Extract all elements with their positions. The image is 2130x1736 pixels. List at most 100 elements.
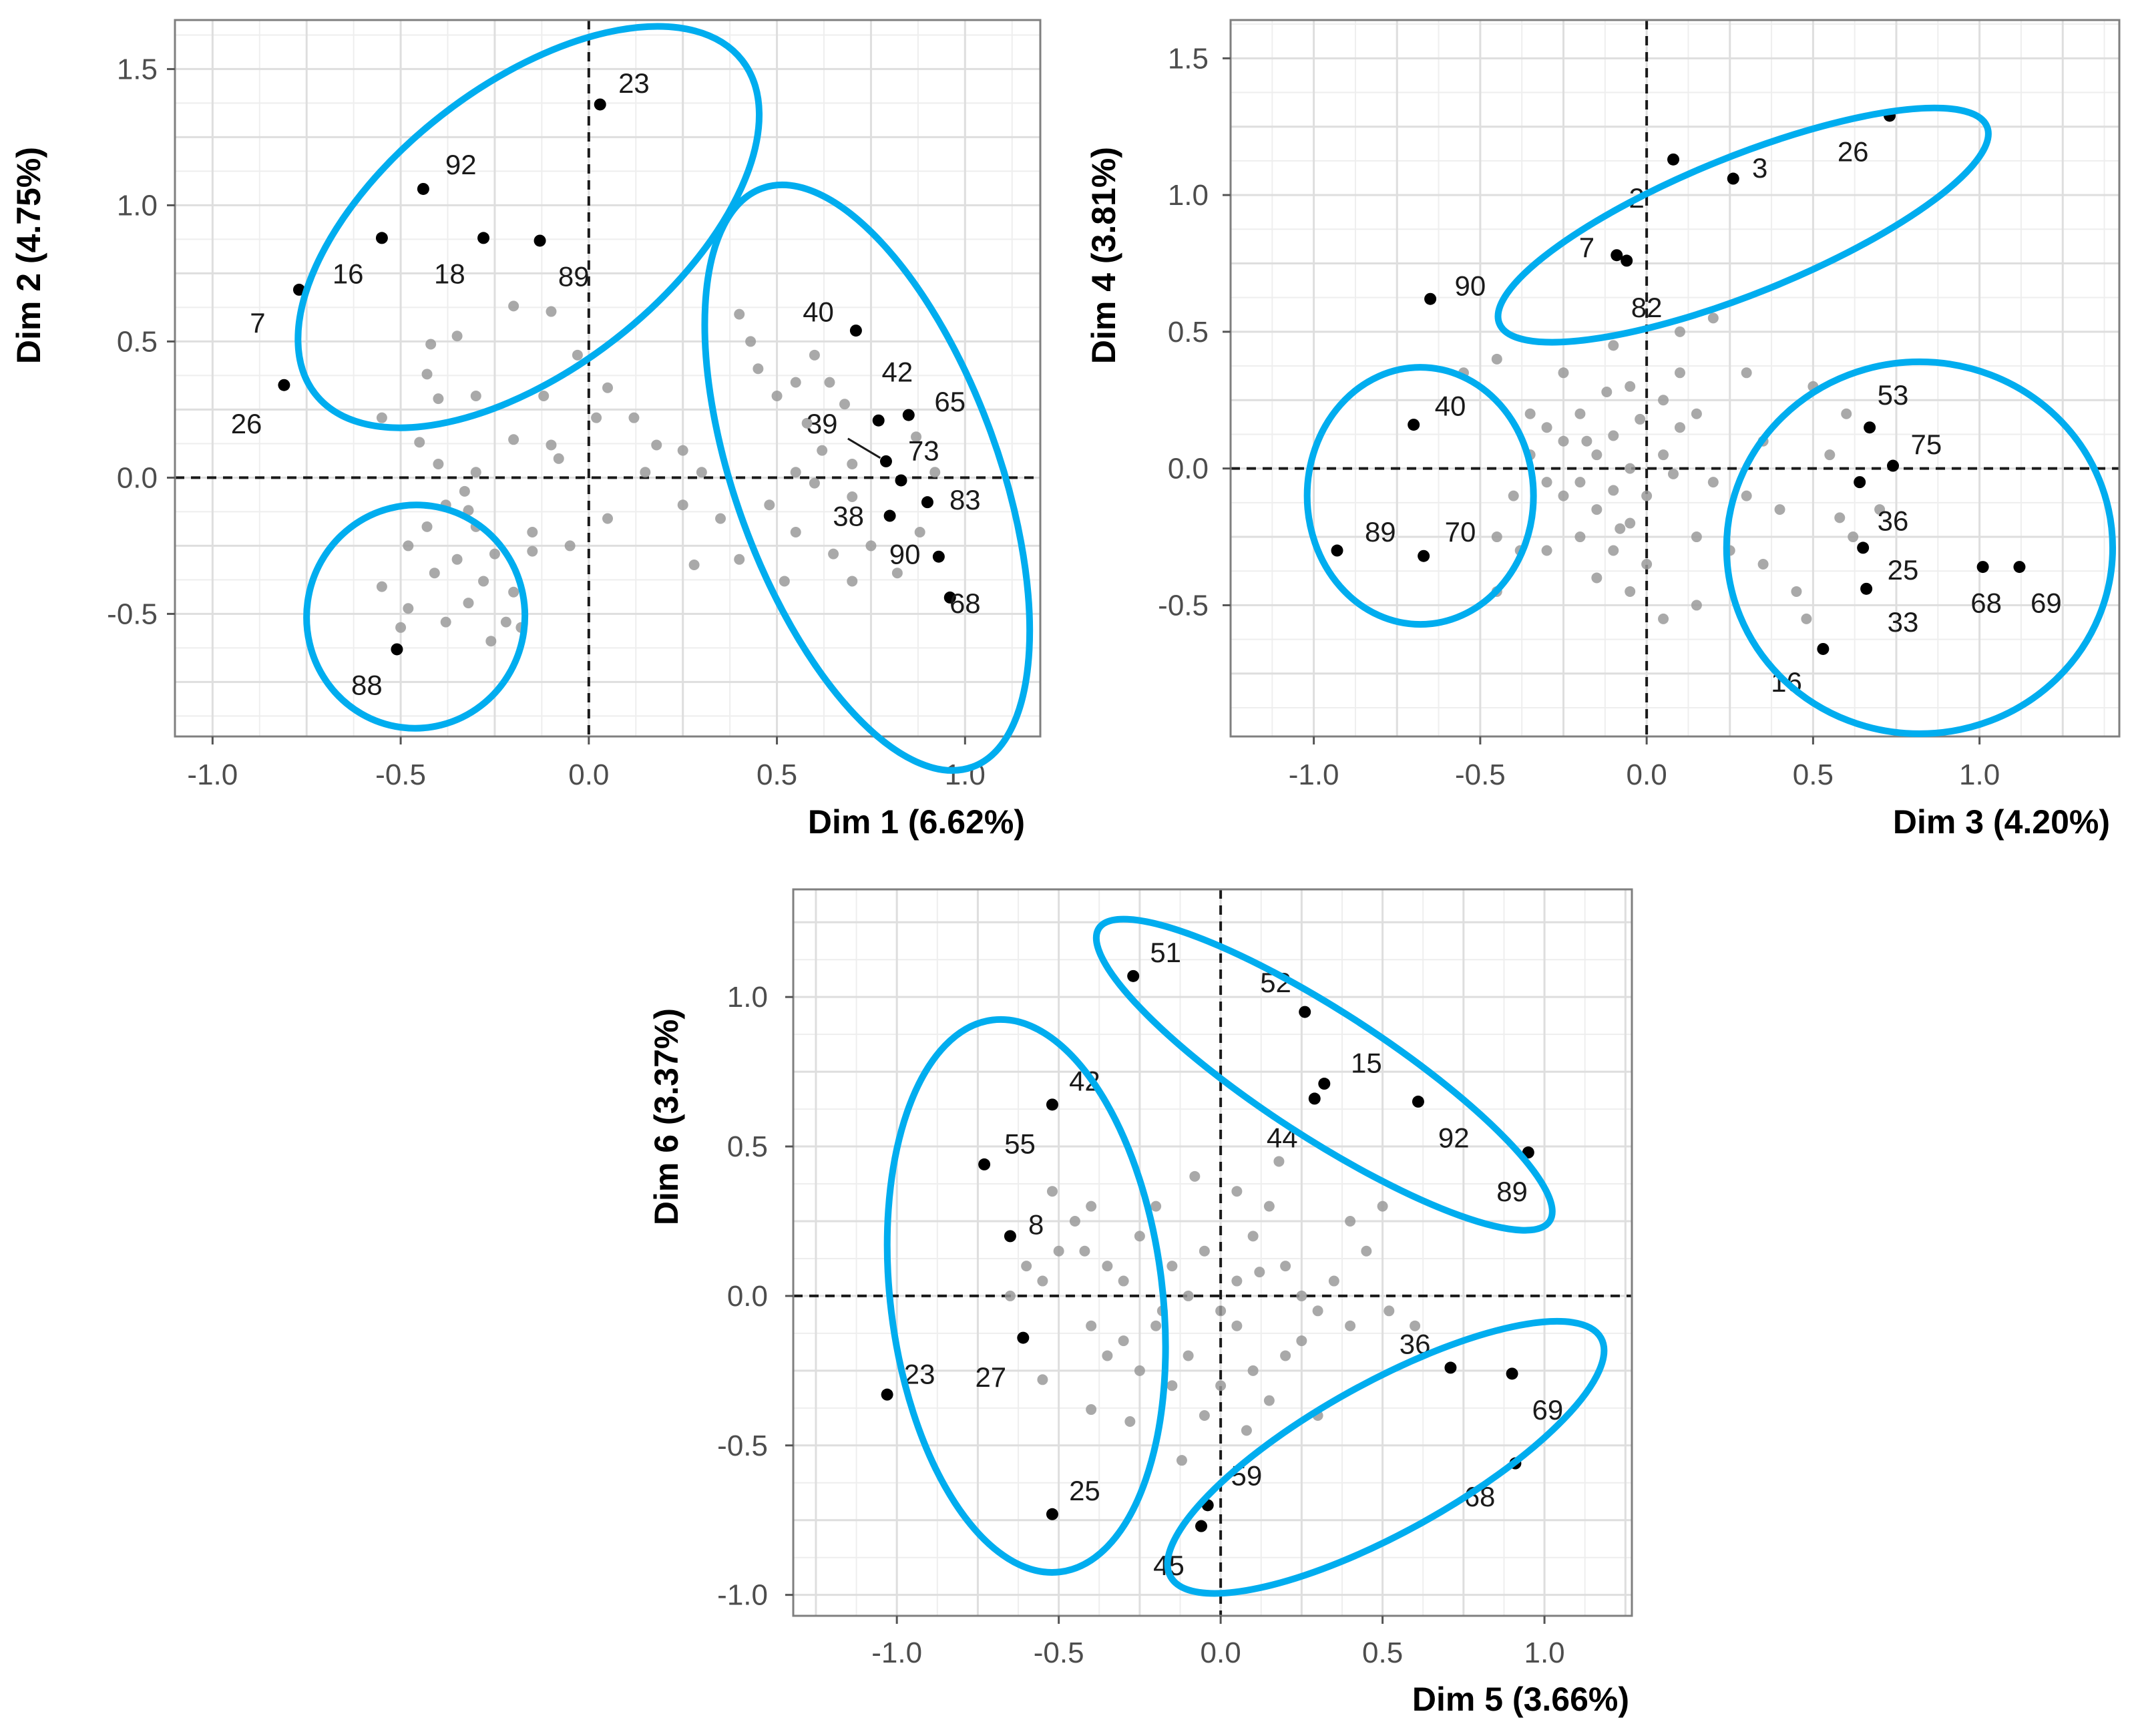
y-tick-label: 1.0 [1168, 179, 1209, 212]
point-label: 40 [1435, 390, 1466, 421]
point-label: 53 [1878, 379, 1909, 411]
grey-point [1176, 1455, 1187, 1466]
point-label: 25 [1069, 1475, 1100, 1506]
grey-point [779, 576, 790, 587]
grey-point [376, 412, 387, 423]
grey-point [1635, 413, 1646, 425]
point-label: 26 [1838, 136, 1869, 168]
grey-point [1102, 1350, 1113, 1361]
point-label: 73 [908, 435, 939, 467]
grey-point [433, 459, 444, 470]
point-label: 23 [904, 1358, 935, 1389]
grey-point [433, 393, 444, 405]
point-label: 25 [1888, 554, 1919, 586]
grey-point [602, 382, 613, 393]
grey-point [790, 467, 801, 478]
grey-point [1263, 1395, 1275, 1406]
grey-point [1608, 485, 1619, 496]
point-label: 70 [1445, 516, 1476, 548]
point-label: 51 [1150, 937, 1181, 968]
grey-point [1791, 586, 1802, 597]
grey-point [1668, 468, 1679, 479]
grey-point [1150, 1201, 1162, 1212]
x-tick-label: 0.0 [1627, 758, 1667, 791]
grey-point [1574, 477, 1586, 488]
grey-point [911, 431, 922, 443]
grey-point [1079, 1245, 1090, 1257]
grey-point [1004, 1290, 1016, 1301]
grey-point [1150, 1320, 1162, 1331]
grey-point [1541, 545, 1552, 556]
grey-point [1231, 1186, 1243, 1197]
grey-point [1134, 1365, 1145, 1376]
highlight-point [534, 234, 546, 247]
highlight-point [879, 455, 892, 467]
grey-point [1741, 490, 1752, 501]
panel-border [174, 19, 1042, 738]
grey-point [809, 477, 820, 489]
highlight-point [1318, 1078, 1331, 1090]
point-label: 39 [807, 408, 838, 439]
point-label: 88 [351, 669, 383, 700]
grey-point [546, 306, 557, 317]
grey-point [1591, 504, 1603, 515]
highlight-point [417, 182, 429, 195]
grey-point [839, 399, 850, 410]
point-label: 8 [1028, 1209, 1044, 1240]
grey-point [929, 467, 941, 478]
grey-point [1591, 449, 1603, 461]
grey-point [1707, 477, 1719, 488]
grey-point [1053, 1245, 1064, 1257]
grey-point [1574, 408, 1586, 419]
grey-point [470, 467, 481, 478]
grey-point [463, 505, 474, 516]
grey-point [1608, 545, 1619, 556]
grey-point [1183, 1290, 1194, 1301]
grey-point [891, 568, 903, 579]
grey-point [470, 391, 481, 402]
grey-point [1241, 1425, 1252, 1436]
grey-point [425, 339, 437, 350]
grey-point [1166, 1380, 1178, 1391]
y-tick-label: 0.0 [727, 1280, 768, 1313]
highlight-point [943, 591, 956, 604]
grey-point [1658, 613, 1669, 624]
x-tick-label: 0.0 [568, 758, 609, 791]
grey-point [553, 453, 564, 464]
grey-point [1102, 1261, 1113, 1272]
grey-point [753, 363, 764, 375]
grey-point [1086, 1404, 1097, 1416]
highlight-point [978, 1158, 991, 1170]
grey-points [1458, 312, 1886, 624]
highlight-point [1817, 642, 1830, 655]
highlight-point [1611, 249, 1623, 262]
grey-point [1215, 1380, 1227, 1391]
grey-point [847, 576, 858, 587]
grey-point [1707, 312, 1719, 324]
grey-point [1069, 1215, 1080, 1227]
y-axis-title: Dim 4 (3.81%) [1085, 147, 1122, 364]
grey-point [1377, 1201, 1388, 1212]
grey-point [1383, 1305, 1395, 1317]
highlight-point [1299, 1006, 1311, 1018]
grey-point [1508, 490, 1519, 501]
point-label: 89 [1496, 1176, 1528, 1207]
grey-point [489, 548, 500, 560]
grey-point [1625, 381, 1636, 392]
highlight-point [477, 232, 490, 244]
grey-point [376, 581, 387, 592]
grey-point [459, 485, 470, 497]
point-label: 89 [558, 261, 590, 292]
highlight-point [292, 283, 305, 296]
x-tick-label: 0.5 [1793, 758, 1834, 791]
y-tick-label: 0.5 [727, 1130, 768, 1163]
grey-point [1134, 1231, 1145, 1242]
highlight-point [1004, 1230, 1016, 1243]
grey-point [809, 349, 820, 361]
grey-point [1491, 353, 1502, 365]
highlight-point [1046, 1098, 1058, 1111]
y-tick-label: 0.5 [1168, 316, 1209, 349]
chart-panel-3: -1.0 -0.5 0.0 0.5 1.0 -1.0 -0.5 0.0 0.5 1.0 Dim 5 … [648, 888, 1633, 1718]
grey-point [572, 349, 583, 361]
